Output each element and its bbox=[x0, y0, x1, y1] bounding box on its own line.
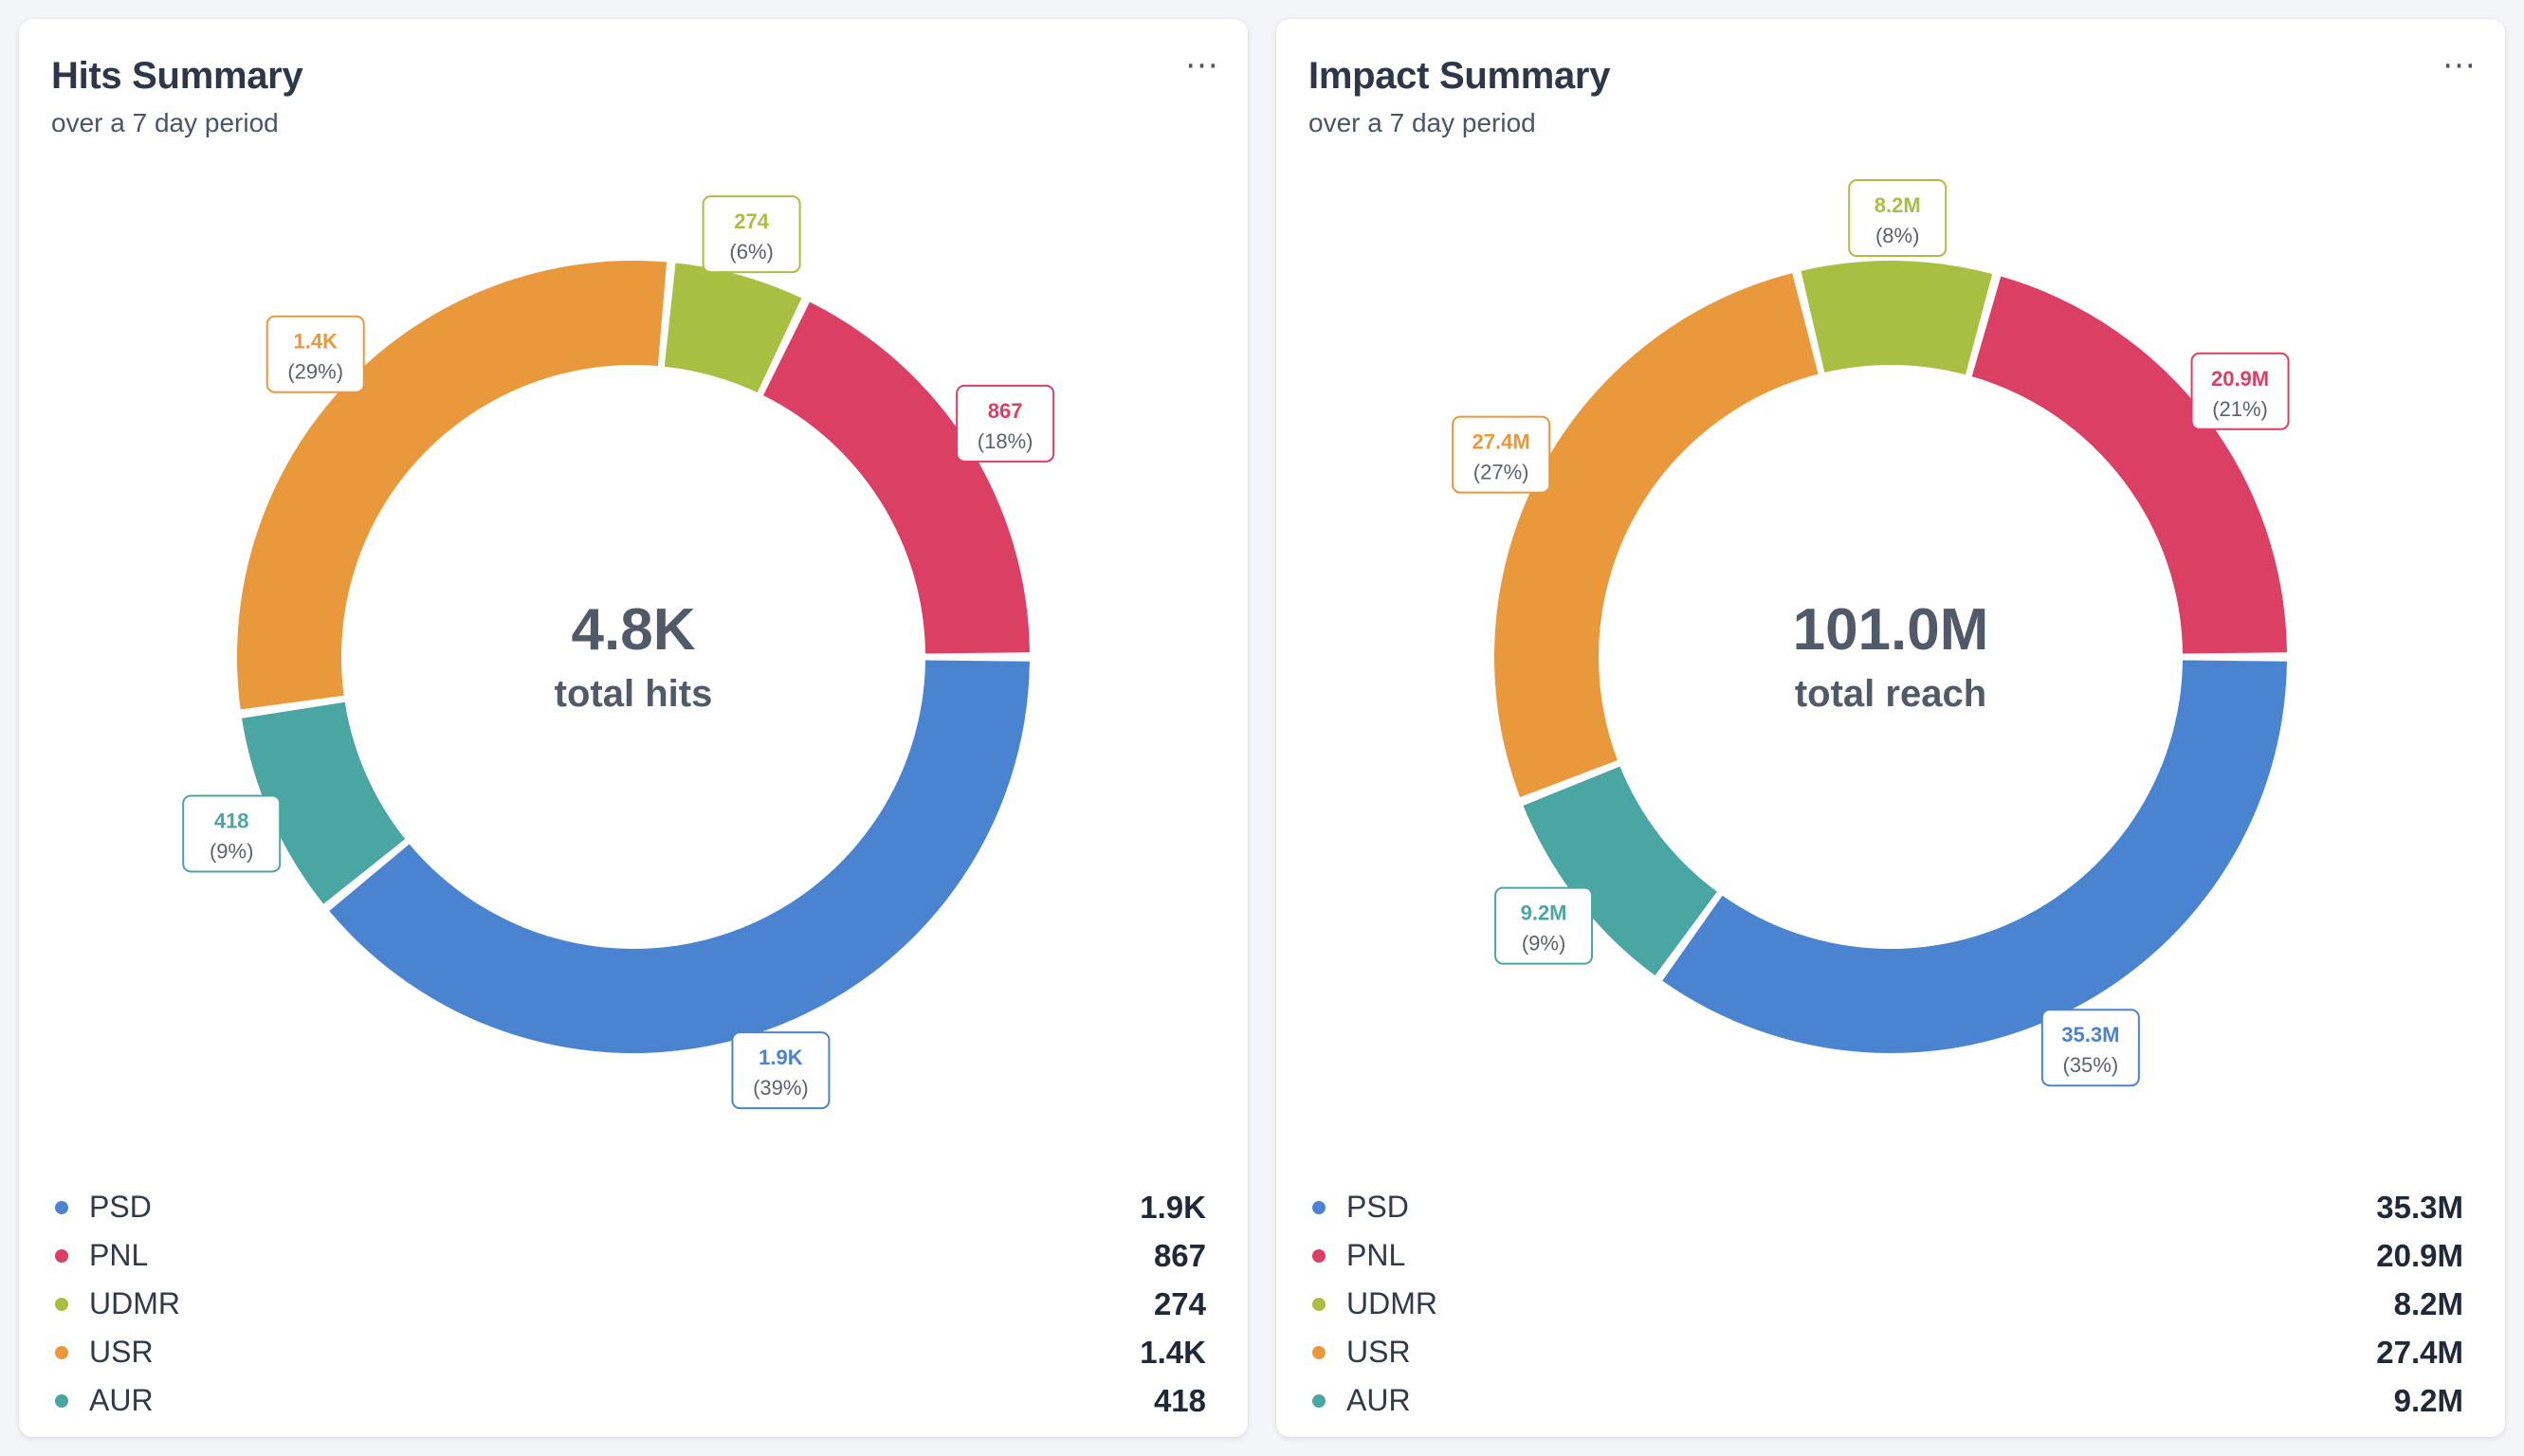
legend-name: UDMR bbox=[89, 1286, 180, 1320]
legend-value: 274 bbox=[1153, 1285, 1206, 1321]
data-label-percent: (29%) bbox=[287, 360, 343, 384]
data-label-value: 867 bbox=[988, 399, 1023, 423]
legend-item-usr[interactable]: USR 27.4M bbox=[1308, 1328, 2463, 1376]
legend-name: PSD bbox=[89, 1190, 152, 1224]
card-title: Impact Summary bbox=[1308, 55, 1611, 97]
impact-summary-card: Impact Summary over a 7 day period ··· 3… bbox=[1276, 19, 2505, 1437]
center-total-value: 4.8K bbox=[572, 597, 696, 663]
data-label-psd: 35.3M (35%) bbox=[2040, 1009, 2140, 1087]
legend-name: USR bbox=[1346, 1335, 1411, 1369]
slice-psd[interactable] bbox=[1662, 660, 2287, 1053]
slice-aur[interactable] bbox=[242, 701, 406, 904]
legend-dot-icon bbox=[1312, 1297, 1326, 1311]
legend-item-udmr[interactable]: UDMR 274 bbox=[51, 1280, 1206, 1328]
data-label-value: 20.9M bbox=[2211, 367, 2269, 391]
data-label-aur: 418 (9%) bbox=[182, 794, 282, 873]
legend-dot-icon bbox=[1312, 1200, 1326, 1214]
legend-name: AUR bbox=[89, 1383, 154, 1417]
legend-name: UDMR bbox=[1346, 1286, 1437, 1320]
legend-value: 9.2M bbox=[2393, 1382, 2463, 1418]
legend-name: AUR bbox=[1346, 1383, 1411, 1417]
data-label-pnl: 867 (18%) bbox=[956, 384, 1055, 463]
legend-item-aur[interactable]: AUR 9.2M bbox=[1308, 1376, 2463, 1425]
data-label-value: 418 bbox=[214, 809, 249, 832]
data-label-percent: (9%) bbox=[210, 839, 253, 863]
slice-pnl[interactable] bbox=[1971, 276, 2287, 654]
more-horizontal-icon[interactable]: ··· bbox=[2431, 47, 2488, 85]
data-label-percent: (27%) bbox=[1473, 461, 1529, 484]
data-label-percent: (39%) bbox=[753, 1076, 809, 1100]
data-label-value: 8.2M bbox=[1875, 193, 1921, 217]
legend-dot-icon bbox=[1312, 1345, 1326, 1359]
legend-dot-icon bbox=[55, 1393, 68, 1408]
impact-donut-chart: 35.3M (35%) 9.2M (9%) 27.4M (27%) 8.2M (8%) 20.9… bbox=[1452, 179, 2290, 1087]
legend-name: PSD bbox=[1346, 1190, 1409, 1224]
slice-aur[interactable] bbox=[1523, 766, 1717, 976]
data-label-value: 27.4M bbox=[1472, 430, 1530, 454]
data-label-psd: 1.9K (39%) bbox=[731, 1031, 831, 1110]
legend-item-aur[interactable]: AUR 418 bbox=[51, 1376, 1206, 1425]
legend-dot-icon bbox=[55, 1200, 68, 1214]
card-subtitle: over a 7 day period bbox=[1308, 108, 1536, 137]
legend-item-psd[interactable]: PSD 1.9K bbox=[51, 1183, 1206, 1231]
legend-name: PNL bbox=[89, 1238, 149, 1272]
slice-udmr[interactable] bbox=[664, 263, 802, 393]
legend-item-pnl[interactable]: PNL 20.9M bbox=[1308, 1231, 2463, 1280]
slice-pnl[interactable] bbox=[763, 301, 1030, 654]
slice-usr[interactable] bbox=[236, 261, 668, 710]
slice-usr[interactable] bbox=[1494, 273, 1819, 797]
legend-value: 418 bbox=[1153, 1382, 1206, 1418]
legend-item-usr[interactable]: USR 1.4K bbox=[51, 1328, 1206, 1376]
legend-value: 20.9M bbox=[2376, 1237, 2463, 1273]
data-label-value: 1.9K bbox=[759, 1046, 803, 1069]
data-label-percent: (18%) bbox=[978, 429, 1033, 453]
center-total-value: 101.0M bbox=[1793, 597, 1989, 663]
legend-dot-icon bbox=[55, 1345, 68, 1359]
data-label-percent: (35%) bbox=[2062, 1053, 2118, 1077]
chart-legend: PSD 35.3M PNL 20.9M UDMR 8.2M USR 27.4M … bbox=[1308, 1183, 2463, 1425]
legend-value: 1.9K bbox=[1140, 1189, 1206, 1225]
hits-summary-card: Hits Summary over a 7 day period ··· 1.9… bbox=[19, 19, 1248, 1437]
data-label-percent: (9%) bbox=[1522, 932, 1565, 956]
legend-name: USR bbox=[89, 1335, 154, 1369]
legend-value: 27.4M bbox=[2376, 1334, 2463, 1370]
legend-value: 35.3M bbox=[2376, 1189, 2463, 1225]
data-label-pnl: 20.9M (21%) bbox=[2190, 352, 2290, 430]
center-total-caption: total hits bbox=[555, 673, 713, 715]
hits-donut-chart: 1.9K (39%) 418 (9%) 1.4K (29%) 274 (6%) 867 (18%)… bbox=[182, 195, 1055, 1110]
legend-dot-icon bbox=[55, 1297, 68, 1311]
center-total-caption: total reach bbox=[1795, 673, 1986, 715]
legend-dot-icon bbox=[1312, 1393, 1326, 1408]
card-title: Hits Summary bbox=[51, 55, 303, 97]
data-label-udmr: 8.2M (8%) bbox=[1848, 179, 1948, 258]
data-label-percent: (6%) bbox=[729, 240, 773, 264]
more-horizontal-icon[interactable]: ··· bbox=[1174, 47, 1231, 85]
data-label-percent: (8%) bbox=[1875, 224, 1919, 247]
card-subtitle: over a 7 day period bbox=[51, 108, 279, 137]
slice-udmr[interactable] bbox=[1801, 260, 1993, 375]
data-label-usr: 1.4K (29%) bbox=[265, 315, 365, 393]
legend-item-psd[interactable]: PSD 35.3M bbox=[1308, 1183, 2463, 1231]
legend-name: PNL bbox=[1346, 1238, 1406, 1272]
legend-item-udmr[interactable]: UDMR 8.2M bbox=[1308, 1280, 2463, 1328]
data-label-udmr: 274 (6%) bbox=[702, 195, 801, 274]
slice-psd[interactable] bbox=[329, 660, 1030, 1053]
data-label-value: 35.3M bbox=[2061, 1023, 2119, 1046]
data-label-value: 274 bbox=[734, 209, 769, 233]
legend-dot-icon bbox=[55, 1248, 68, 1263]
legend-item-pnl[interactable]: PNL 867 bbox=[51, 1231, 1206, 1280]
data-label-value: 9.2M bbox=[1521, 901, 1567, 925]
legend-value: 867 bbox=[1153, 1237, 1206, 1273]
data-label-percent: (21%) bbox=[2212, 397, 2268, 421]
data-label-aur: 9.2M (9%) bbox=[1494, 886, 1594, 965]
legend-value: 8.2M bbox=[2393, 1285, 2463, 1321]
data-label-usr: 27.4M (27%) bbox=[1452, 415, 1551, 494]
data-label-value: 1.4K bbox=[293, 330, 338, 354]
chart-legend: PSD 1.9K PNL 867 UDMR 274 USR 1.4K AUR bbox=[51, 1183, 1206, 1425]
legend-value: 1.4K bbox=[1140, 1334, 1206, 1370]
legend-dot-icon bbox=[1312, 1248, 1326, 1263]
